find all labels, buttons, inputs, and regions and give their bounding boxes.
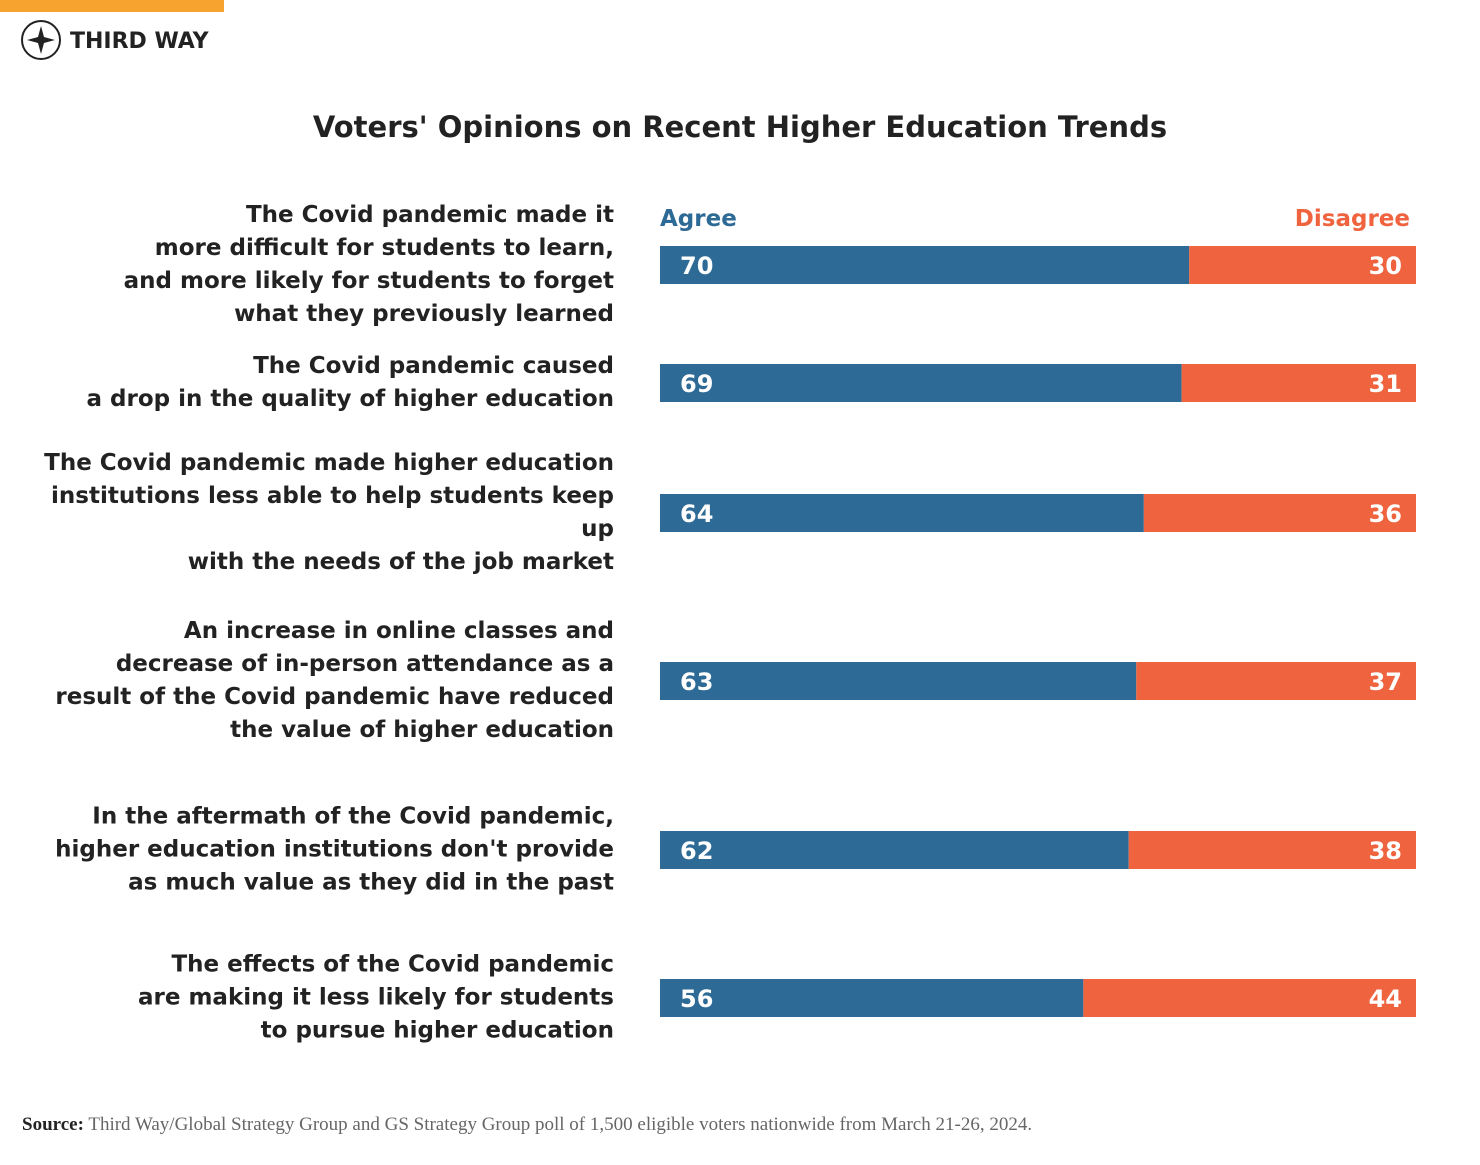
value-label: 69 <box>680 370 713 398</box>
value-label: 62 <box>680 837 713 865</box>
bar-segment <box>1181 364 1416 402</box>
category-label: The Covid pandemic made it more difficul… <box>123 202 614 327</box>
brand-stripe <box>0 0 224 12</box>
legend-entry: Disagree <box>1295 206 1410 232</box>
source-label: Source: <box>22 1114 84 1135</box>
value-label: 56 <box>680 985 713 1013</box>
bar-segment <box>660 494 1144 532</box>
value-label: 36 <box>1369 500 1402 528</box>
value-label: 38 <box>1369 837 1402 865</box>
value-label: 31 <box>1369 370 1402 398</box>
category-label: An increase in online classes and decrea… <box>55 618 614 743</box>
category-label: The effects of the Covid pandemic are ma… <box>137 951 614 1044</box>
category-label: The Covid pandemic made higher education… <box>44 450 614 575</box>
source: Source: Third Way/Global Strategy Group … <box>22 1114 1032 1136</box>
bar-segment <box>660 662 1137 700</box>
source-text: Third Way/Global Strategy Group and GS S… <box>88 1114 1033 1135</box>
logo-icon <box>21 20 61 60</box>
value-label: 64 <box>680 500 713 528</box>
chart-title: Voters' Opinions on Recent Higher Educat… <box>313 110 1167 144</box>
legend-entry: Agree <box>660 206 737 232</box>
value-label: 44 <box>1369 985 1402 1013</box>
value-label: 30 <box>1369 252 1402 280</box>
value-label: 37 <box>1369 668 1402 696</box>
bar-segment <box>660 246 1190 284</box>
value-label: 63 <box>680 668 713 696</box>
brand: THIRD WAY <box>70 29 210 54</box>
category-label: The Covid pandemic caused a drop in the … <box>86 353 614 412</box>
bar-segment <box>1143 494 1416 532</box>
bar-segment <box>660 831 1129 869</box>
bar-segment <box>1083 979 1416 1017</box>
bar-segment <box>1189 246 1416 284</box>
bar-segment <box>1136 662 1416 700</box>
value-label: 70 <box>680 252 713 280</box>
bar-segment <box>1128 831 1416 869</box>
bar-segment <box>660 364 1182 402</box>
bar-segment <box>660 979 1084 1017</box>
category-label: In the aftermath of the Covid pandemic, … <box>55 803 614 896</box>
